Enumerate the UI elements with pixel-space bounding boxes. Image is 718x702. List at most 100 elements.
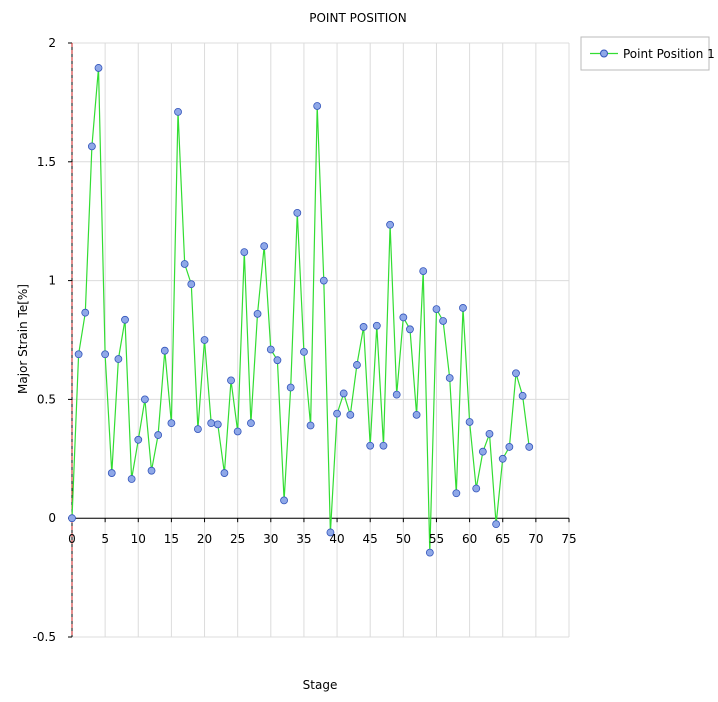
- x-tick-label: 75: [561, 532, 576, 546]
- data-point: [326, 528, 335, 537]
- x-tick-label: 50: [396, 532, 411, 546]
- data-point: [293, 208, 302, 217]
- x-tick-label: 40: [329, 532, 344, 546]
- legend: Point Position 1: [580, 36, 715, 71]
- series-line-group: [71, 67, 530, 553]
- legend-marker-swatch: [600, 49, 608, 58]
- data-point: [465, 418, 474, 426]
- y-tick-label: 1.5: [37, 155, 56, 169]
- x-tick-labels: 0 5 10 15 20 25 30 35 40 45 50 55 60 65 70 75: [68, 532, 576, 546]
- data-point: [233, 427, 242, 436]
- data-point: [452, 489, 461, 498]
- data-point: [207, 419, 216, 428]
- y-tick-label: 0.5: [37, 392, 56, 406]
- x-tick-label: 70: [528, 532, 543, 546]
- x-tick-label: 10: [131, 532, 146, 546]
- data-point: [134, 435, 143, 444]
- x-tick-label: 5: [101, 532, 109, 546]
- x-tick-label: 30: [263, 532, 278, 546]
- data-point: [187, 280, 196, 289]
- data-point: [432, 305, 441, 314]
- data-point: [439, 317, 447, 325]
- data-point: [459, 304, 467, 312]
- data-point: [300, 347, 308, 356]
- data-point: [346, 410, 355, 419]
- data-point: [498, 454, 507, 463]
- y-axis-label: Major Strain Te[%]: [16, 284, 30, 394]
- data-point: [412, 410, 421, 419]
- series-markers: [68, 64, 534, 557]
- data-point: [445, 374, 454, 382]
- data-point: [339, 389, 348, 398]
- data-point: [379, 441, 388, 450]
- y-tick-label: 2: [48, 36, 56, 50]
- x-tick-label: 15: [164, 532, 179, 546]
- data-point: [220, 469, 229, 477]
- data-point: [160, 346, 169, 355]
- data-point: [94, 64, 103, 72]
- x-tick-label: 25: [230, 532, 245, 546]
- data-point: [472, 484, 481, 493]
- y-tick-labels: -0.5 0 0.5 1 1.5 2: [33, 36, 56, 644]
- data-point: [525, 443, 534, 451]
- data-point: [372, 321, 381, 330]
- data-point: [107, 469, 116, 477]
- data-point: [273, 356, 282, 365]
- data-point: [101, 350, 110, 359]
- data-point: [518, 391, 527, 400]
- data-point: [87, 142, 96, 151]
- legend-label: Point Position 1: [623, 47, 715, 61]
- data-point: [359, 323, 368, 331]
- data-point: [200, 336, 209, 344]
- data-point: [68, 514, 76, 523]
- data-point: [492, 520, 501, 529]
- x-tick-label: 45: [363, 532, 378, 546]
- grid-lines: [72, 42, 570, 638]
- data-point: [419, 267, 428, 275]
- data-point: [247, 419, 255, 428]
- y-tick-label: -0.5: [33, 630, 56, 644]
- data-point: [213, 420, 222, 429]
- data-point: [353, 361, 361, 369]
- data-point: [485, 429, 494, 438]
- data-point: [280, 496, 288, 505]
- data-point: [127, 475, 136, 483]
- data-point: [227, 376, 235, 385]
- data-point: [366, 441, 375, 450]
- data-point: [425, 548, 434, 557]
- data-point: [240, 248, 249, 256]
- data-point: [392, 390, 401, 399]
- chart-title: POINT POSITION: [309, 11, 406, 25]
- data-point: [167, 419, 176, 428]
- y-tick-label: 0: [48, 511, 56, 525]
- data-point: [147, 466, 156, 475]
- data-point: [512, 369, 520, 378]
- data-point: [121, 315, 129, 324]
- data-point: [140, 395, 149, 404]
- data-point: [286, 383, 295, 392]
- x-axis-label: Stage: [303, 678, 338, 692]
- y-tick-label: 1: [48, 274, 56, 288]
- x-tick-label: 20: [197, 532, 212, 546]
- data-point: [319, 276, 328, 285]
- data-point: [399, 313, 408, 322]
- x-tick-label: 0: [68, 532, 76, 546]
- x-tick-label: 60: [462, 532, 477, 546]
- x-tick-label: 35: [296, 532, 311, 546]
- data-point: [154, 431, 163, 439]
- data-point: [406, 325, 414, 334]
- data-point: [505, 443, 514, 451]
- data-point: [253, 309, 262, 318]
- data-point: [74, 350, 83, 359]
- data-point: [114, 355, 123, 363]
- series-line: [71, 67, 530, 553]
- data-point: [266, 345, 275, 354]
- data-point: [313, 102, 322, 110]
- data-point: [174, 108, 182, 116]
- data-point: [260, 242, 269, 251]
- data-point: [386, 220, 394, 229]
- data-point: [180, 260, 189, 268]
- x-tick-label: 65: [495, 532, 510, 546]
- data-point: [81, 308, 90, 317]
